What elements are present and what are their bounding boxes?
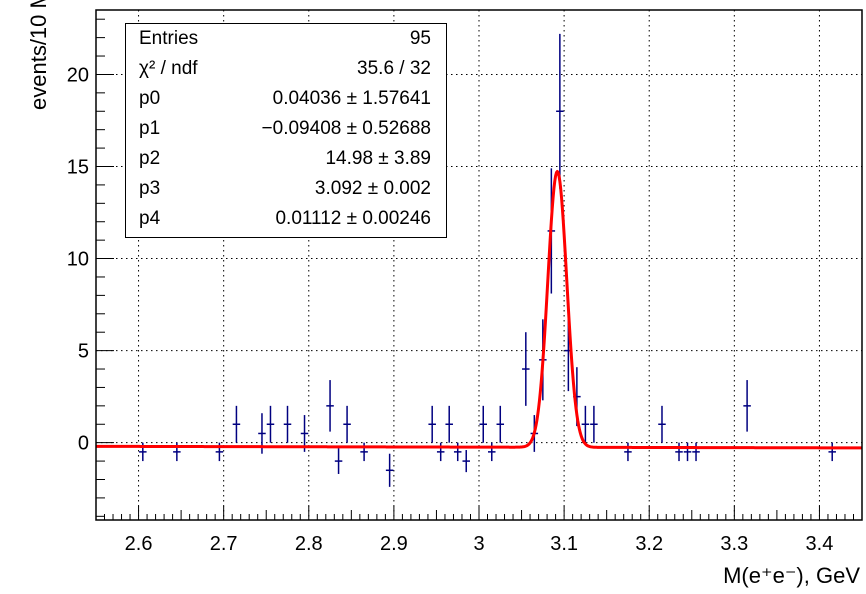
stats-row: χ² / ndf 35.6 / 32 [126, 54, 446, 84]
y-tick-label: 10 [67, 249, 89, 271]
data-point [743, 380, 751, 432]
stats-value: 3.092 ± 0.002 [314, 178, 431, 199]
stats-row: p4 0.01112 ± 0.00246 [126, 204, 446, 234]
data-point [556, 33, 564, 189]
fit-curve [95, 169, 863, 450]
data-point [385, 453, 394, 487]
fit-stats-box: Entries 95 χ² / ndf 35.6 / 32 p0 0.04036 ± 1.… [125, 23, 447, 238]
x-tick-label: 2.7 [210, 533, 238, 555]
data-point [522, 332, 530, 406]
stats-row: p2 14.98 ± 3.89 [126, 144, 446, 174]
data-point [692, 442, 700, 462]
data-point [590, 405, 598, 443]
data-point [658, 405, 666, 443]
stats-key: p4 [139, 208, 161, 229]
data-point [624, 442, 632, 462]
data-point [445, 405, 453, 443]
data-point [462, 450, 470, 473]
data-point [453, 442, 462, 462]
y-tick-label: 5 [78, 341, 89, 363]
x-tick-label: 3.1 [550, 533, 578, 555]
x-tick-label: 3 [473, 533, 484, 555]
stats-key: p3 [139, 178, 161, 199]
data-point [496, 405, 505, 443]
stats-value: 0.01112 ± 0.00246 [275, 208, 431, 229]
stats-row: p1 −0.09408 ± 0.52688 [126, 114, 446, 144]
data-point [683, 442, 692, 462]
fit-curve-layer [95, 169, 863, 450]
data-point [581, 405, 590, 443]
stats-value: 95 [409, 28, 431, 49]
stats-key: p1 [139, 118, 161, 139]
stats-row: p3 3.092 ± 0.002 [126, 174, 446, 204]
data-point [326, 380, 334, 432]
data-point [479, 405, 488, 443]
x-axis-title: M(e⁺e⁻), GeV [723, 563, 860, 588]
axes: 2.6 2.7 2.8 2.9 3 3.1 3.2 3.3 3.4 0 5 10 15 20 [67, 18, 863, 555]
x-tick-label: 3.3 [720, 533, 748, 555]
y-axis-title: events/10 MeV [26, 0, 51, 110]
stats-value: 14.98 ± 3.89 [325, 148, 431, 169]
x-tick-label: 2.9 [380, 533, 408, 555]
x-tick-label: 3.4 [806, 533, 834, 555]
data-point [675, 442, 683, 462]
x-tick-label: 2.8 [295, 533, 323, 555]
stats-key: Entries [139, 28, 199, 49]
x-tick-label: 3.2 [635, 533, 663, 555]
stats-value: −0.09408 ± 0.52688 [261, 118, 431, 139]
data-point [232, 405, 241, 443]
data-point [283, 405, 292, 443]
stats-key: χ² / ndf [139, 58, 198, 79]
stats-value: 35.6 / 32 [357, 58, 431, 79]
y-tick-label: 15 [67, 156, 89, 178]
data-point [334, 448, 343, 474]
data-point [343, 405, 351, 443]
x-tick-label: 2.6 [125, 533, 153, 555]
data-point [488, 442, 496, 462]
y-tick-label: 20 [67, 64, 89, 86]
stats-row: p0 0.04036 ± 1.57641 [126, 84, 446, 114]
stats-value: 0.04036 ± 1.57641 [272, 88, 431, 109]
stats-key: p2 [139, 148, 161, 169]
data-point [828, 442, 836, 462]
data-point [428, 405, 436, 443]
data-point [266, 405, 275, 443]
stats-key: p0 [139, 88, 161, 109]
y-tick-label: 0 [78, 433, 89, 455]
data-point [436, 442, 445, 462]
stats-row: Entries 95 [126, 24, 446, 54]
